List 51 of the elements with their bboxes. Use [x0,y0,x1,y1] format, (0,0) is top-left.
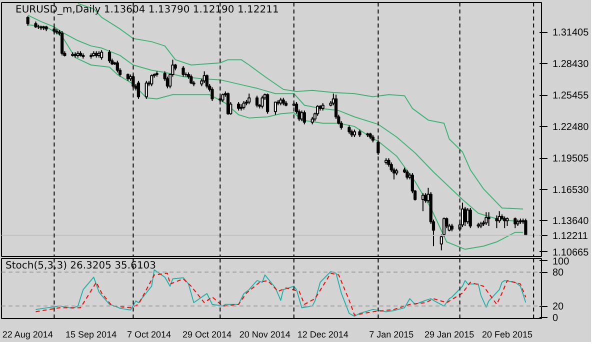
x-tick-label: 12 Dec 2014 [297,330,348,340]
candlestick [60,30,64,56]
candlestick [108,50,112,64]
y-tick-label: 1.28430 [552,59,590,70]
candlestick [468,207,472,229]
candlestick [266,93,270,114]
y-tick-label: 1.13640 [552,216,590,227]
candlestick [484,212,488,226]
candlestick [248,93,251,105]
candlestick [495,214,498,229]
candlestick [255,95,259,108]
candlestick [116,60,119,73]
candlestick [260,95,264,109]
x-tick-label: 7 Oct 2014 [127,330,172,340]
candlestick [190,74,193,85]
y-tick-label: 1.16530 [552,185,590,196]
y-tick-label: 1.22480 [552,122,590,134]
chart-title: Stoch(5,3,3) 26.3205 35.6103 [6,260,156,272]
candlestick [205,74,209,89]
candlestick [406,169,409,180]
candlestick [487,212,490,226]
candlestick [210,86,214,102]
candlestick [300,110,304,122]
candlestick [466,207,470,224]
x-tick-label: 29 Jan 2015 [424,330,474,340]
candlestick [302,110,306,125]
y-tick-label: 20 [552,302,564,313]
x-tick-label: 15 Sep 2014 [66,330,117,340]
x-tick-label: 22 Aug 2014 [2,330,53,340]
y-tick-label: 100 [552,256,570,268]
candlestick [26,16,30,26]
candlestick [524,218,528,236]
x-tick-label: 7 Jan 2015 [369,330,414,340]
y-tick-label: 1.31405 [552,28,590,39]
candlestick [150,74,154,87]
candlestick [514,217,517,229]
y-tick-label: 1.19505 [552,154,590,165]
x-tick-label: 20 Nov 2014 [239,330,290,340]
candlestick [182,66,185,78]
x-tick-label: 29 Oct 2014 [182,330,232,340]
y-tick-label: 1.25455 [552,90,590,102]
y-tick-label: 1.10665 [552,247,590,258]
candlestick [136,80,140,100]
candlestick [100,50,104,60]
y-tick-label: 0 [552,312,558,324]
candlestick [144,80,148,100]
y-tick-label: 80 [552,268,564,279]
line-series [27,24,524,250]
candlestick [274,102,278,116]
x-tick-label: 20 Feb 2015 [482,330,533,340]
ref-line-label: 1.12211 [552,230,588,242]
